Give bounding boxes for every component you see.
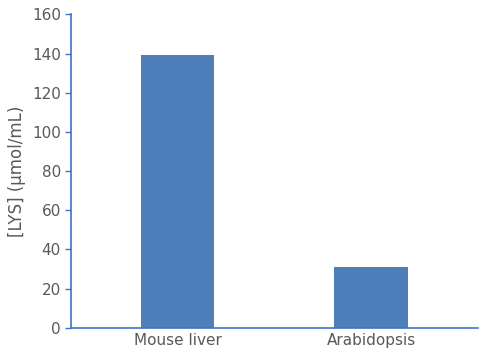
Y-axis label: [LYS] (μmol/mL): [LYS] (μmol/mL): [8, 105, 26, 237]
Bar: [141, 56, 214, 328]
Bar: [334, 267, 408, 328]
